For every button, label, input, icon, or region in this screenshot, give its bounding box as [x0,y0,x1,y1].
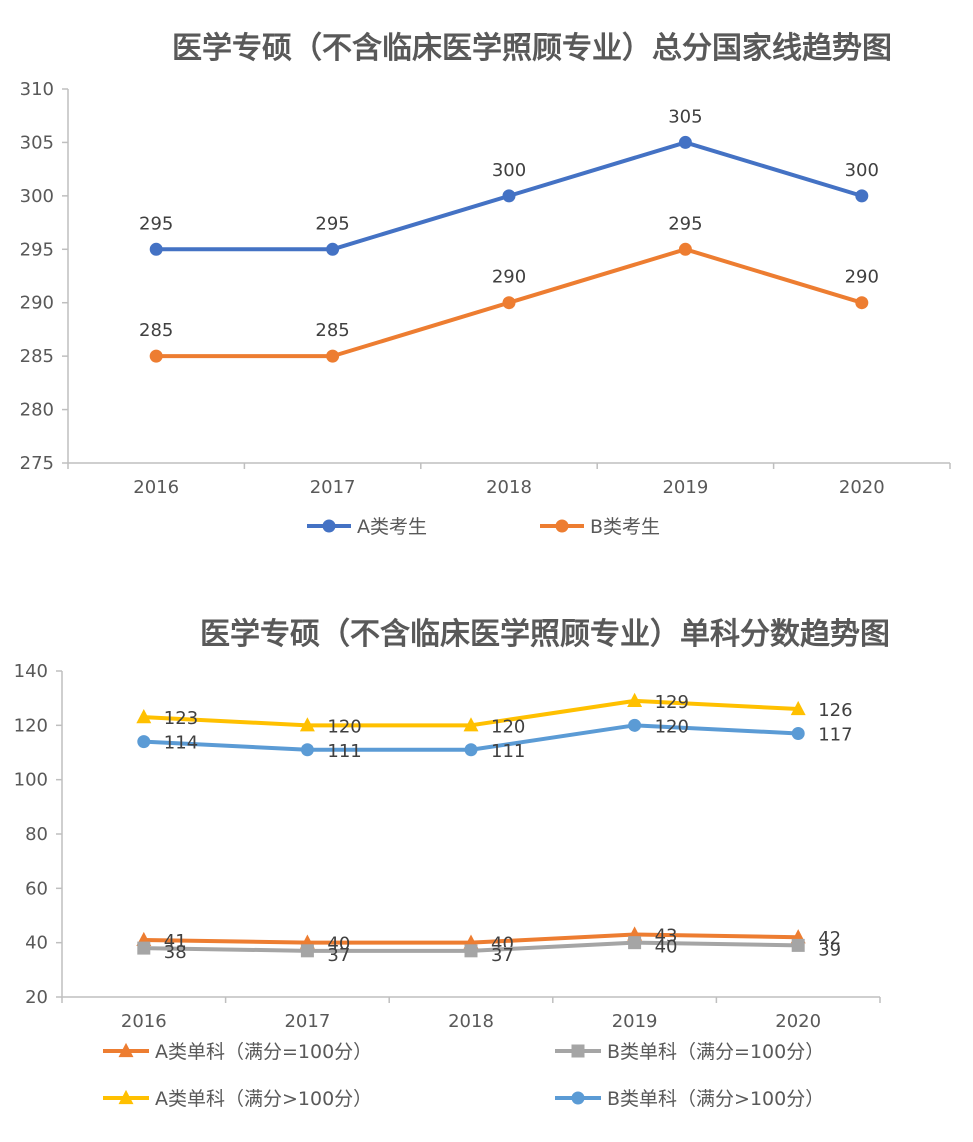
data-label: 114 [164,733,198,754]
x-tick-label: 2016 [121,1011,167,1032]
data-label: 305 [668,106,702,127]
legend-swatch-marker [118,1042,134,1058]
legend-swatch-marker [571,1091,585,1105]
data-label: 37 [491,945,514,966]
y-tick-label: 290 [20,293,54,314]
legend-swatch-marker [571,1044,585,1058]
x-tick-label: 2017 [284,1011,330,1032]
y-tick-label: 140 [14,661,48,682]
x-tick-label: 2017 [310,477,356,498]
data-label: 295 [668,213,702,234]
y-tick-label: 310 [20,79,54,100]
data-point [300,944,314,958]
data-point [149,242,163,256]
data-point [464,743,478,757]
y-tick-label: 20 [25,987,48,1008]
data-label: 285 [139,320,173,341]
data-point [628,718,642,732]
data-point [855,296,869,310]
legend-swatch-marker [118,1089,134,1105]
data-label: 129 [655,692,689,713]
y-tick-label: 60 [25,878,48,899]
data-label: 290 [492,267,526,288]
data-point [136,709,152,724]
data-point [326,242,340,256]
data-label: 285 [315,320,349,341]
data-label: 42 [818,928,841,949]
data-label: 40 [655,937,678,958]
data-point [790,700,806,716]
data-point [137,941,151,955]
y-tick-label: 80 [25,824,48,845]
data-label: 126 [818,700,852,721]
y-tick-label: 305 [20,132,54,153]
y-tick-label: 300 [20,186,54,207]
x-tick-label: 2018 [486,477,532,498]
data-point [300,743,314,757]
data-label: 39 [818,939,841,960]
data-label: 120 [327,716,361,737]
data-label: 295 [315,213,349,234]
y-tick-label: 285 [20,346,54,367]
data-label: 111 [327,741,361,762]
data-point [855,189,869,203]
chart-title: 医学专硕（不含临床医学照顾专业）单科分数趋势图 [200,617,890,652]
data-label: 295 [139,213,173,234]
data-label: 300 [845,160,879,181]
data-label: 123 [164,708,198,729]
y-tick-label: 275 [20,453,54,474]
y-tick-label: 295 [20,239,54,260]
data-label: 120 [655,716,689,737]
data-point [791,938,805,952]
data-point [502,189,516,203]
data-point [149,349,163,363]
x-tick-label: 2016 [133,477,179,498]
data-point [299,717,315,732]
data-label: 120 [491,716,525,737]
legend-swatch-marker [555,519,569,533]
data-label: 300 [492,160,526,181]
x-tick-label: 2020 [839,477,885,498]
data-label: 111 [491,741,525,762]
y-tick-label: 40 [25,933,48,954]
data-label: 290 [845,267,879,288]
chart-title: 医学专硕（不含临床医学照顾专业）总分国家线趋势图 [172,31,892,66]
data-label: 117 [818,724,852,745]
data-point [678,242,692,256]
legend-label: B类单科（满分>100分） [607,1088,824,1110]
data-point [791,726,805,740]
data-point [463,717,479,732]
x-tick-label: 2018 [448,1011,494,1032]
legend-swatch-marker [322,519,336,533]
legend-label: A类单科（满分>100分） [155,1088,372,1110]
data-label: 38 [164,942,187,963]
x-tick-label: 2019 [612,1011,658,1032]
x-tick-label: 2019 [662,477,708,498]
y-tick-label: 100 [14,770,48,791]
legend-label: A类考生 [357,516,427,538]
data-point [628,936,642,950]
x-tick-label: 2020 [775,1011,821,1032]
legend-label: B类考生 [590,516,660,538]
data-point [464,944,478,958]
data-point [678,135,692,149]
data-point [627,692,643,707]
y-tick-label: 280 [20,400,54,421]
y-tick-label: 120 [14,715,48,736]
data-label: 37 [327,945,350,966]
data-point [502,296,516,310]
data-point [326,349,340,363]
legend-label: B类单科（满分=100分） [607,1041,824,1063]
data-point [137,735,151,749]
total-score-chart: 医学专硕（不含临床医学照顾专业）总分国家线趋势图 275 280 285 290 295… [20,31,951,538]
legend-label: A类单科（满分=100分） [155,1041,372,1063]
single-subject-chart: 医学专硕（不含临床医学照顾专业）单科分数趋势图 20 40 60 80 100 120 14… [14,617,890,1110]
